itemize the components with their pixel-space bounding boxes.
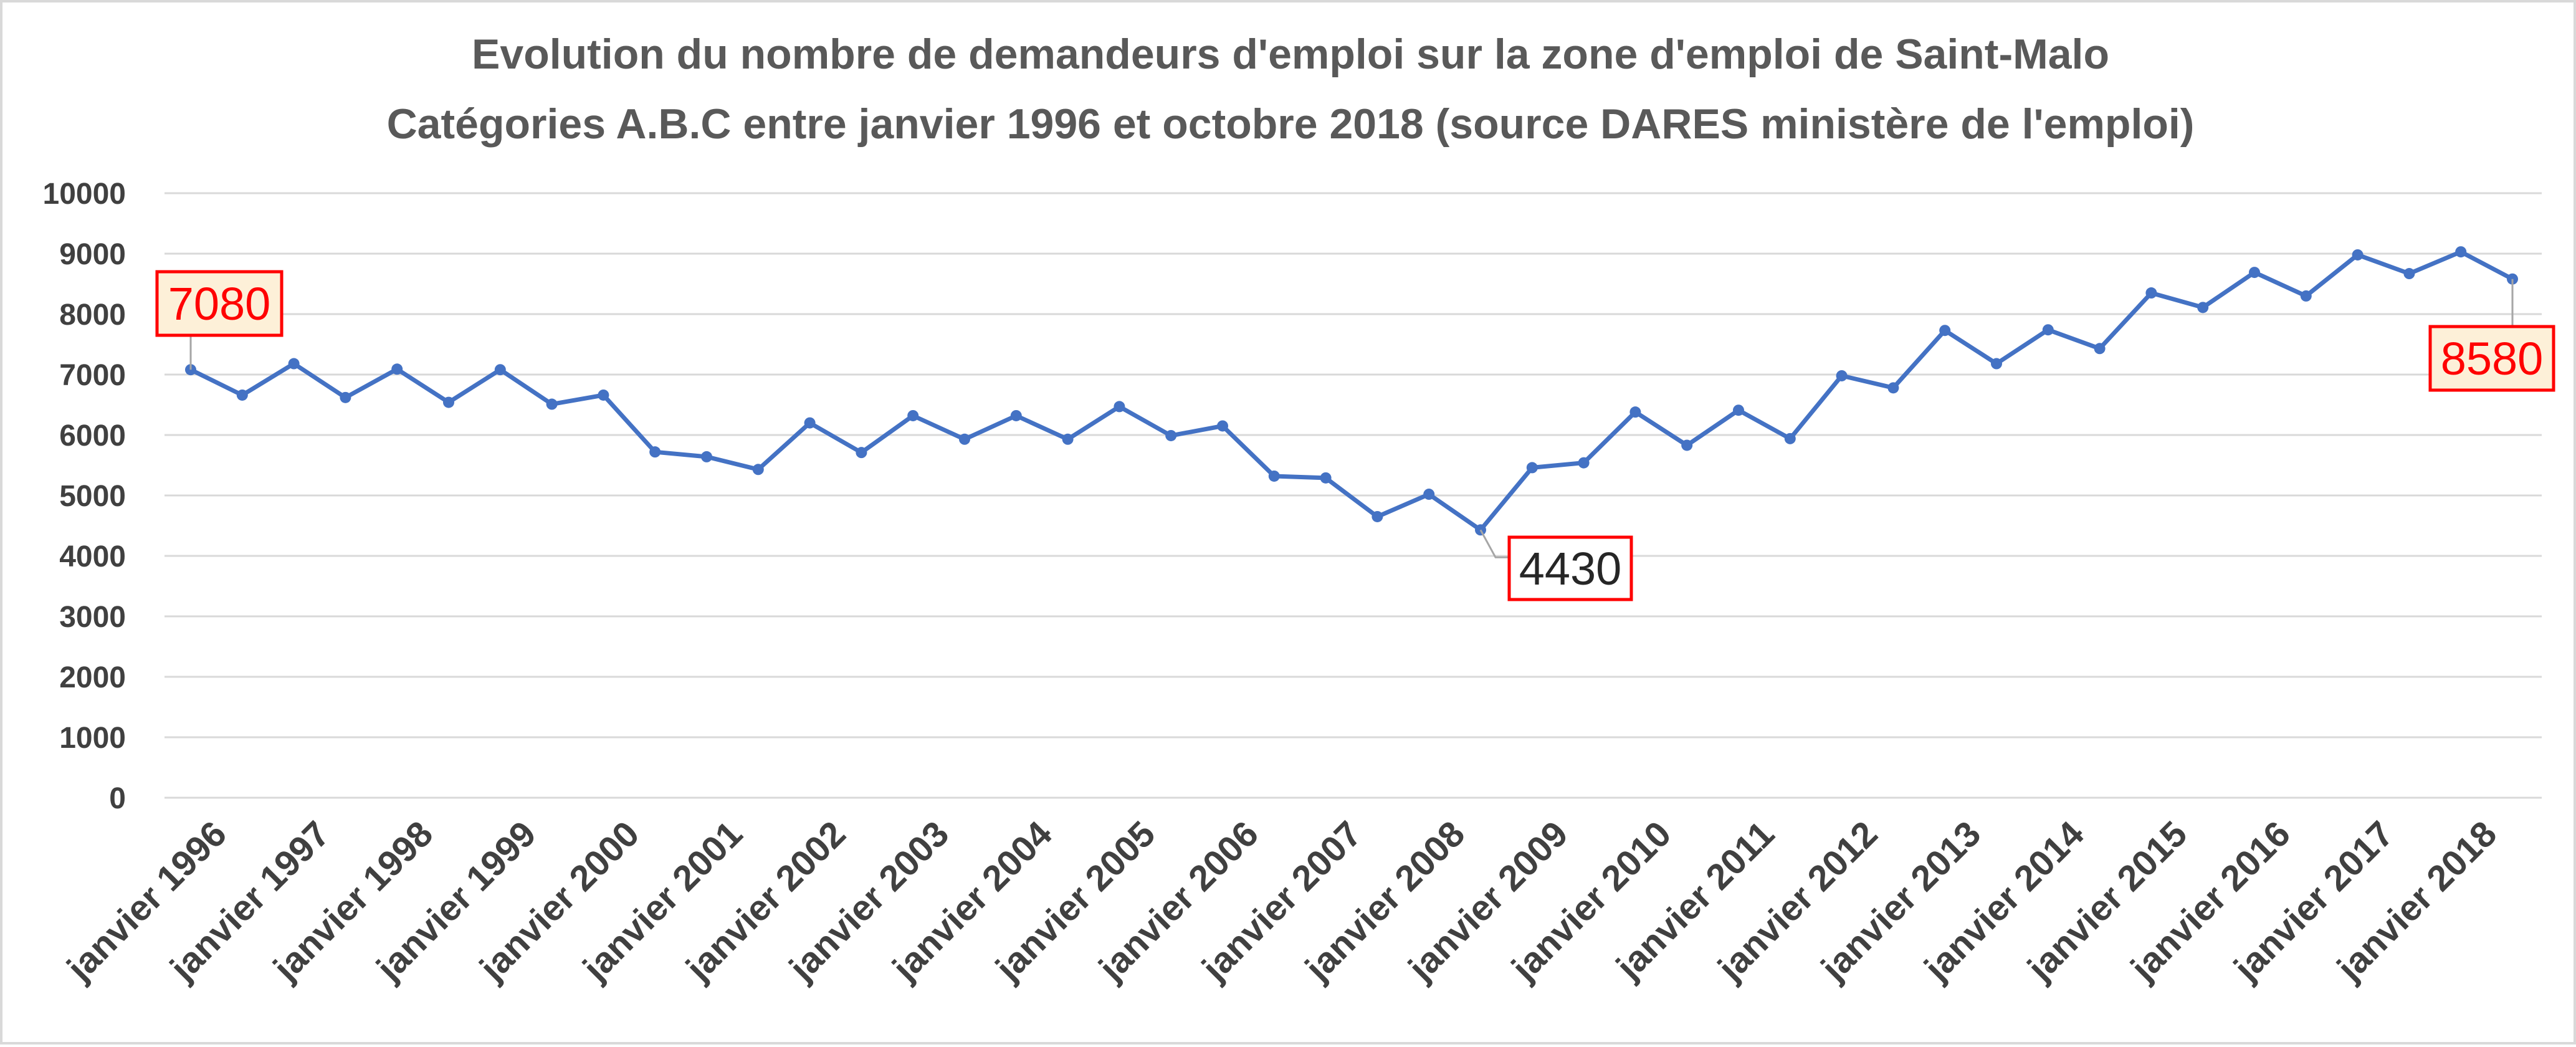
data-point — [2042, 324, 2054, 336]
data-point — [856, 447, 867, 459]
data-point — [649, 446, 661, 458]
data-point — [546, 398, 558, 410]
data-point — [2249, 267, 2260, 279]
data-point — [1217, 420, 1228, 432]
callout-label: 4430 — [1519, 543, 1622, 595]
data-point — [2403, 268, 2415, 280]
data-point — [2300, 290, 2312, 302]
callout-label: 7080 — [168, 278, 271, 330]
data-point — [1578, 457, 1590, 469]
data-point — [2197, 302, 2209, 313]
data-point — [1733, 404, 1744, 416]
data-point — [1114, 401, 1125, 413]
data-point — [1062, 433, 1074, 445]
data-point — [1836, 370, 1848, 381]
callout-leader — [1479, 529, 1509, 558]
data-point — [1887, 382, 1899, 394]
data-point — [236, 389, 248, 401]
data-point — [1526, 462, 1538, 474]
data-point — [2145, 287, 2157, 299]
data-point — [1268, 470, 1280, 482]
data-point — [2352, 249, 2364, 261]
data-point — [1939, 325, 1951, 337]
y-tick-label: 9000 — [59, 238, 126, 271]
data-point — [2094, 343, 2106, 355]
y-tick-label: 5000 — [59, 480, 126, 513]
data-point — [1784, 433, 1796, 444]
data-point — [907, 409, 919, 421]
data-point — [804, 417, 816, 429]
y-tick-label: 1000 — [59, 722, 126, 755]
y-tick-label: 6000 — [59, 419, 126, 452]
chart-subtitle: Catégories A.B.C entre janvier 1996 et o… — [387, 100, 2195, 148]
data-point — [288, 358, 300, 370]
y-axis-ticks: 0 1000 2000 3000 4000 5000 6000 7000 8000 9000 100… — [43, 178, 126, 815]
y-tick-label: 10000 — [43, 178, 126, 211]
y-tick-label: 3000 — [59, 601, 126, 634]
data-point — [1165, 429, 1177, 441]
data-point — [1681, 439, 1693, 451]
chart-title: Evolution du nombre de demandeurs d'empl… — [472, 31, 2109, 78]
series-line — [189, 249, 2514, 532]
data-point — [1423, 489, 1435, 500]
data-point — [1320, 472, 1332, 484]
y-tick-label: 2000 — [59, 661, 126, 694]
y-tick-label: 7000 — [59, 359, 126, 392]
y-tick-label: 0 — [109, 782, 126, 815]
data-point — [959, 433, 970, 445]
callout-box — [2428, 325, 2555, 392]
callout-label: 8580 — [2441, 333, 2544, 385]
y-tick-label: 4000 — [59, 540, 126, 573]
data-point — [1629, 406, 1641, 418]
data-point — [701, 451, 712, 462]
data-point — [598, 389, 609, 401]
data-point — [1371, 510, 1383, 522]
data-point — [340, 391, 351, 403]
data-point — [2455, 246, 2467, 258]
data-point — [752, 464, 764, 476]
data-point — [494, 364, 506, 376]
data-point — [1991, 358, 2002, 370]
data-point — [391, 363, 403, 375]
gridlines — [165, 192, 2542, 799]
data-point — [1010, 409, 1022, 421]
callout-box — [155, 270, 284, 337]
callouts: 7080 4430 8580 — [155, 270, 2555, 601]
data-point — [443, 396, 454, 408]
callout-box — [1507, 535, 1633, 601]
y-tick-label: 8000 — [59, 299, 126, 332]
series — [185, 246, 2518, 536]
